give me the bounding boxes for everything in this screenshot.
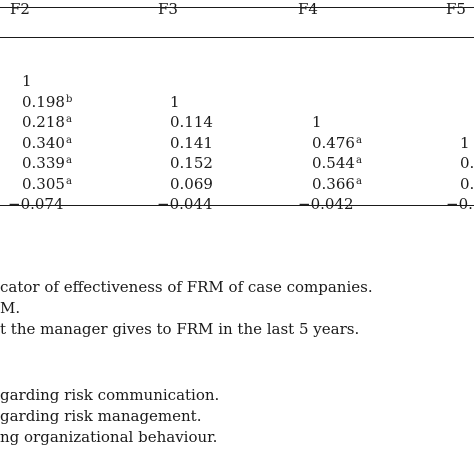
cell-value: −0.042 xyxy=(298,195,354,213)
cell-value: −0. xyxy=(446,195,473,213)
cell-value: 0.544 xyxy=(312,154,355,172)
cell-value: 0.069 xyxy=(170,174,213,193)
table-cell: 0.069 xyxy=(170,175,213,193)
footnote-line: garding risk communication. xyxy=(0,386,220,404)
table-cell: 1 xyxy=(460,134,470,152)
table-cell: −0. xyxy=(446,195,473,213)
table-cell: 0.476a xyxy=(312,134,362,152)
table-cell: 0.114 xyxy=(170,113,213,131)
column-header-f4: F4 xyxy=(298,0,318,18)
column-header-f2: F2 xyxy=(10,0,30,18)
cell-value: 0.340 xyxy=(22,133,65,152)
cell-value: 0. xyxy=(460,154,474,172)
table-cell: 1 xyxy=(22,72,32,90)
cell-value: 0.305 xyxy=(22,174,65,193)
table-cell: −0.074 xyxy=(8,195,64,213)
significance-marker: a xyxy=(65,175,72,187)
significance-marker: a xyxy=(65,155,72,166)
significance-marker: a xyxy=(355,134,362,146)
table-cell: 0.305a xyxy=(22,175,72,193)
cell-value: 1 xyxy=(312,113,322,131)
significance-marker: b xyxy=(65,93,73,105)
table-cell: 0.152 xyxy=(170,154,213,172)
cell-value: 0.141 xyxy=(170,133,213,152)
significance-marker: a xyxy=(355,155,362,166)
cell-value: 1 xyxy=(22,72,32,90)
cell-value: 0.152 xyxy=(170,154,213,172)
cell-value: 0. xyxy=(460,174,474,193)
table-cell: 0.366a xyxy=(312,175,362,193)
cell-value: 0.339 xyxy=(22,154,65,172)
footnote-line: garding risk management. xyxy=(0,407,202,425)
table-cell: 0.339a xyxy=(22,154,72,172)
table-cell: −0.044 xyxy=(157,195,213,213)
significance-marker: a xyxy=(355,175,362,187)
table-cell: 0. xyxy=(460,154,474,172)
significance-marker: a xyxy=(65,134,72,146)
footnote-line: cator of effectiveness of FRM of case co… xyxy=(0,278,373,296)
table-cell: 1 xyxy=(312,113,322,131)
table-cell: 0.340a xyxy=(22,134,72,152)
table-cell: −0.042 xyxy=(298,195,354,213)
table-cell: 1 xyxy=(170,93,180,111)
cell-value: 0.218 xyxy=(22,113,65,131)
table-cell: 0.141 xyxy=(170,134,213,152)
cell-value: 0.476 xyxy=(312,133,355,152)
cell-value: −0.044 xyxy=(157,195,213,213)
cell-value: 0.114 xyxy=(170,113,213,131)
column-header-f5: F5 xyxy=(446,0,466,18)
footnote-line: ng organizational behaviour. xyxy=(0,428,218,446)
table-top-rule xyxy=(0,7,474,8)
cell-value: 1 xyxy=(460,133,470,152)
cell-value: 0.198 xyxy=(22,92,65,111)
footnote-line: t the manager gives to FRM in the last 5… xyxy=(0,320,360,338)
footnote-line: M. xyxy=(0,299,21,317)
table-cell: 0.544a xyxy=(312,154,362,172)
table-cell: 0. xyxy=(460,175,474,193)
cell-value: −0.074 xyxy=(8,195,64,213)
table-cell: 0.198b xyxy=(22,93,72,111)
cell-value: 0.366 xyxy=(312,174,355,193)
cell-value: 1 xyxy=(170,92,180,111)
significance-marker: a xyxy=(65,114,72,125)
table-header-rule xyxy=(0,37,474,38)
column-header-f3: F3 xyxy=(158,0,178,18)
table-cell: 0.218a xyxy=(22,113,72,131)
table-bottom-rule xyxy=(0,205,474,206)
